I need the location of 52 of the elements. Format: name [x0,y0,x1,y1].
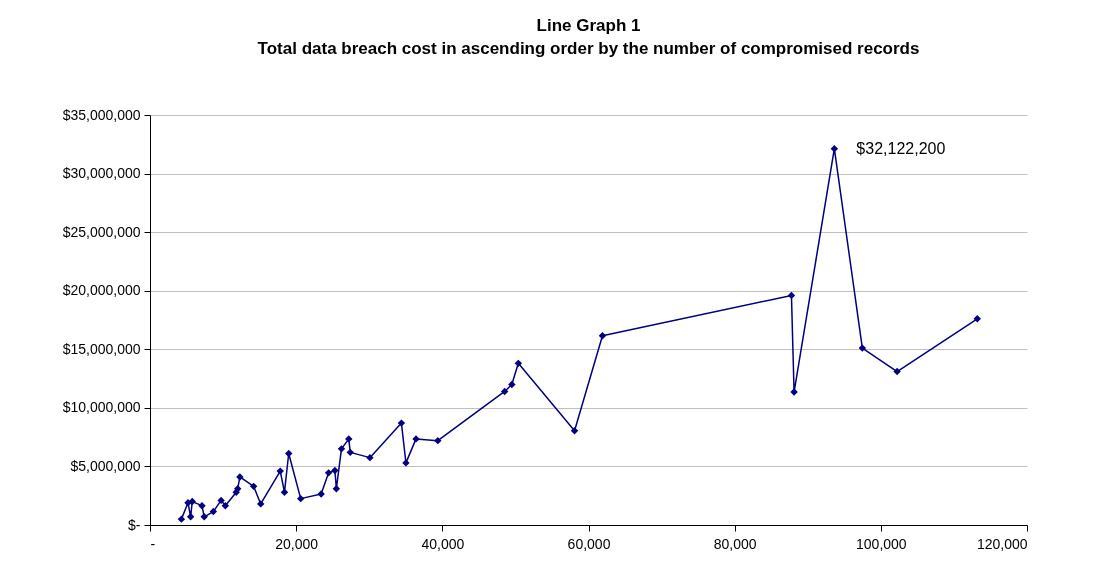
point [345,435,353,443]
point [830,145,839,153]
x-tick-label: 100,000 [856,535,907,552]
chart-title: Line Graph 1 [536,16,641,35]
point [280,488,289,496]
x-tick-label: - [150,535,156,552]
point [598,332,607,340]
point [508,380,516,389]
point [787,291,796,300]
x-tick-label: 120,000 [976,535,1028,552]
x-tick-label: 80,000 [713,535,757,552]
point [177,515,186,523]
point [324,469,333,477]
point [233,484,242,493]
y-tick-label: $20,000,000 [62,282,141,299]
point [973,315,982,323]
x-tick-label: 60,000 [567,535,611,552]
point [858,344,867,352]
point [217,496,225,505]
point [188,497,196,506]
y-tick-label: $5,000,000 [70,457,141,474]
chart-subtitle: Total data breach cost in ascending order by the number of compromised records [257,39,920,58]
x-tick-label: 40,000 [421,535,465,552]
point [249,482,258,491]
point [332,484,341,493]
point [221,501,230,510]
point [331,466,339,475]
point [209,507,218,516]
point [514,359,523,368]
y-tick-label: $15,000,000 [62,340,141,357]
point [186,513,195,521]
annotation: $32,122,200 [856,139,946,157]
point [200,513,208,521]
x-tick-label: 20,000 [275,535,319,552]
y-tick-label: $30,000,000 [62,165,141,182]
y-tick-label: $35,000,000 [62,106,141,123]
point [500,387,509,396]
y-tick-label: $25,000,000 [62,223,141,240]
point [296,494,305,503]
point [397,419,406,427]
point [276,467,284,475]
point [366,453,374,462]
point [570,426,579,435]
point [337,445,346,453]
point [285,449,293,458]
y-tick-label: $- [128,516,141,533]
point [346,448,354,457]
point [893,367,901,376]
point [257,500,265,508]
point [434,436,442,445]
y-tick-label: $10,000,000 [62,399,141,416]
point [198,501,206,510]
